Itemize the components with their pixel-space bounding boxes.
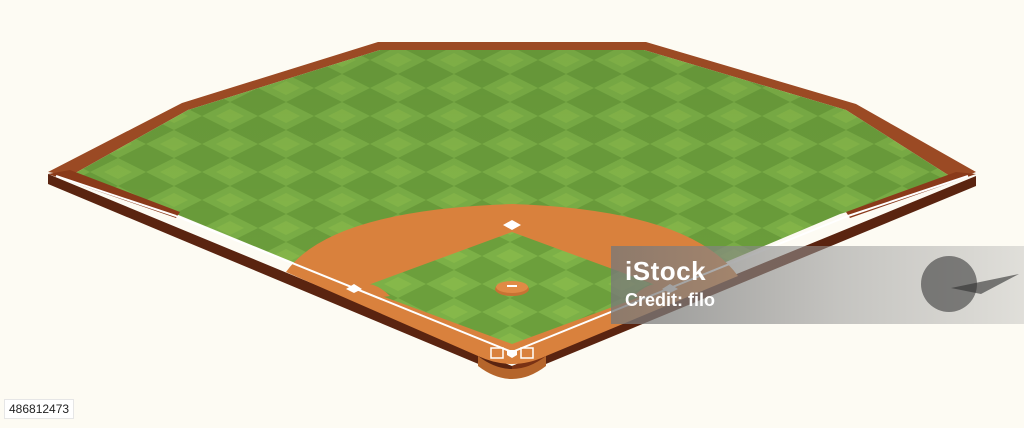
- watermark-banner: iStock Credit: filo: [611, 246, 1024, 324]
- second-base: [503, 220, 521, 230]
- watermark-credit: Credit: filo: [625, 290, 715, 310]
- watermark-logo-icon: [921, 256, 1019, 312]
- home-plate-area: [490, 347, 534, 359]
- stock-image-id: 486812473: [4, 399, 75, 419]
- pitchers-mound: [495, 281, 529, 296]
- home-plate: [507, 350, 517, 358]
- watermark-brand: iStock: [625, 256, 707, 286]
- third-base: [346, 284, 362, 293]
